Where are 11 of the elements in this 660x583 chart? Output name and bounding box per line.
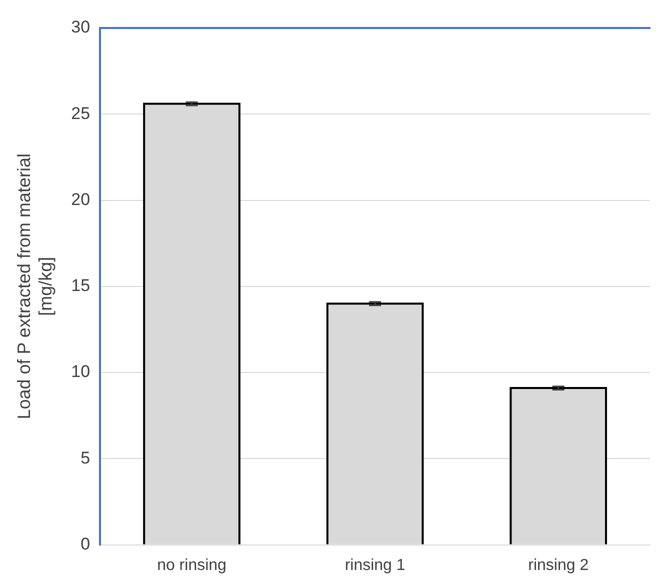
y-tick-label: 5: [80, 448, 90, 468]
x-tick-label: rinsing 2: [528, 556, 589, 574]
y-tick-label: 0: [80, 534, 90, 554]
y-tick-label: 15: [71, 276, 90, 296]
y-tick-label: 25: [71, 104, 90, 123]
y-axis-title: Load of P extracted from material [mg/kg]: [14, 153, 56, 420]
x-tick-label: no rinsing: [157, 556, 226, 574]
y-tick-label: 30: [71, 18, 90, 37]
y-tick-label: 10: [71, 362, 90, 382]
y-tick-label: 20: [71, 190, 90, 209]
x-tick-label: rinsing 1: [344, 556, 406, 574]
